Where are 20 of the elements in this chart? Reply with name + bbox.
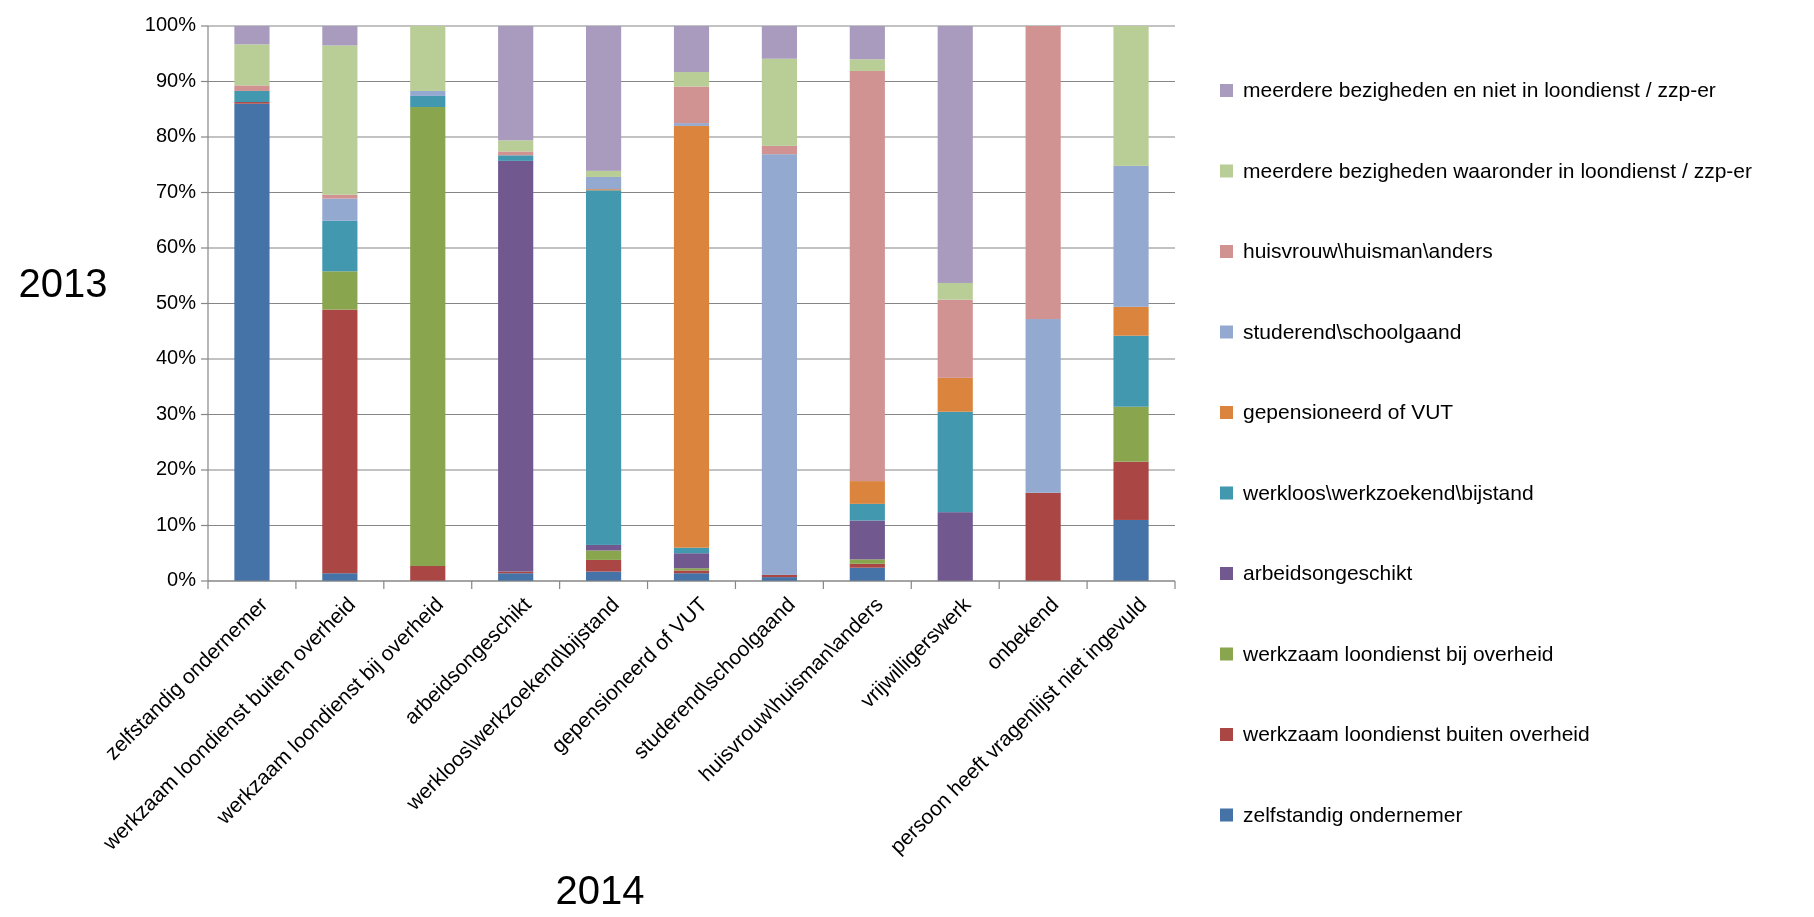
y-tick-label: 40% <box>155 346 197 369</box>
x-axis-title: 2014 <box>555 868 645 912</box>
y-tick-label: 50% <box>155 290 197 313</box>
y-tick-label: 30% <box>155 401 197 424</box>
legend-label: meerdere bezigheden waaronder in loondienst / zzp-er <box>1243 158 1752 182</box>
y-tick-label: 0% <box>167 568 197 591</box>
y-tick-label: 70% <box>155 179 197 202</box>
legend-label: huisvrouw\huisman\anders <box>1243 238 1493 262</box>
legend-label: arbeidsongeschikt <box>1243 560 1413 584</box>
legend-label: werkloos\werkzoekend\bijstand <box>1242 480 1534 504</box>
legend-label: meerdere bezigheden en niet in loondienst / zzp-er <box>1243 77 1716 101</box>
y-tick-label: 60% <box>155 235 197 258</box>
y-tick-label: 20% <box>155 457 197 480</box>
y-tick-label: 100% <box>144 13 197 36</box>
legend-label: gepensioneerd of VUT <box>1243 399 1454 423</box>
y-tick-label: 80% <box>155 124 197 147</box>
legend-label: studerend\schoolgaand <box>1243 319 1462 343</box>
y-tick-label: 10% <box>155 512 197 535</box>
y-tick-label: 90% <box>155 68 197 91</box>
y-axis-title: 2013 <box>18 260 108 305</box>
